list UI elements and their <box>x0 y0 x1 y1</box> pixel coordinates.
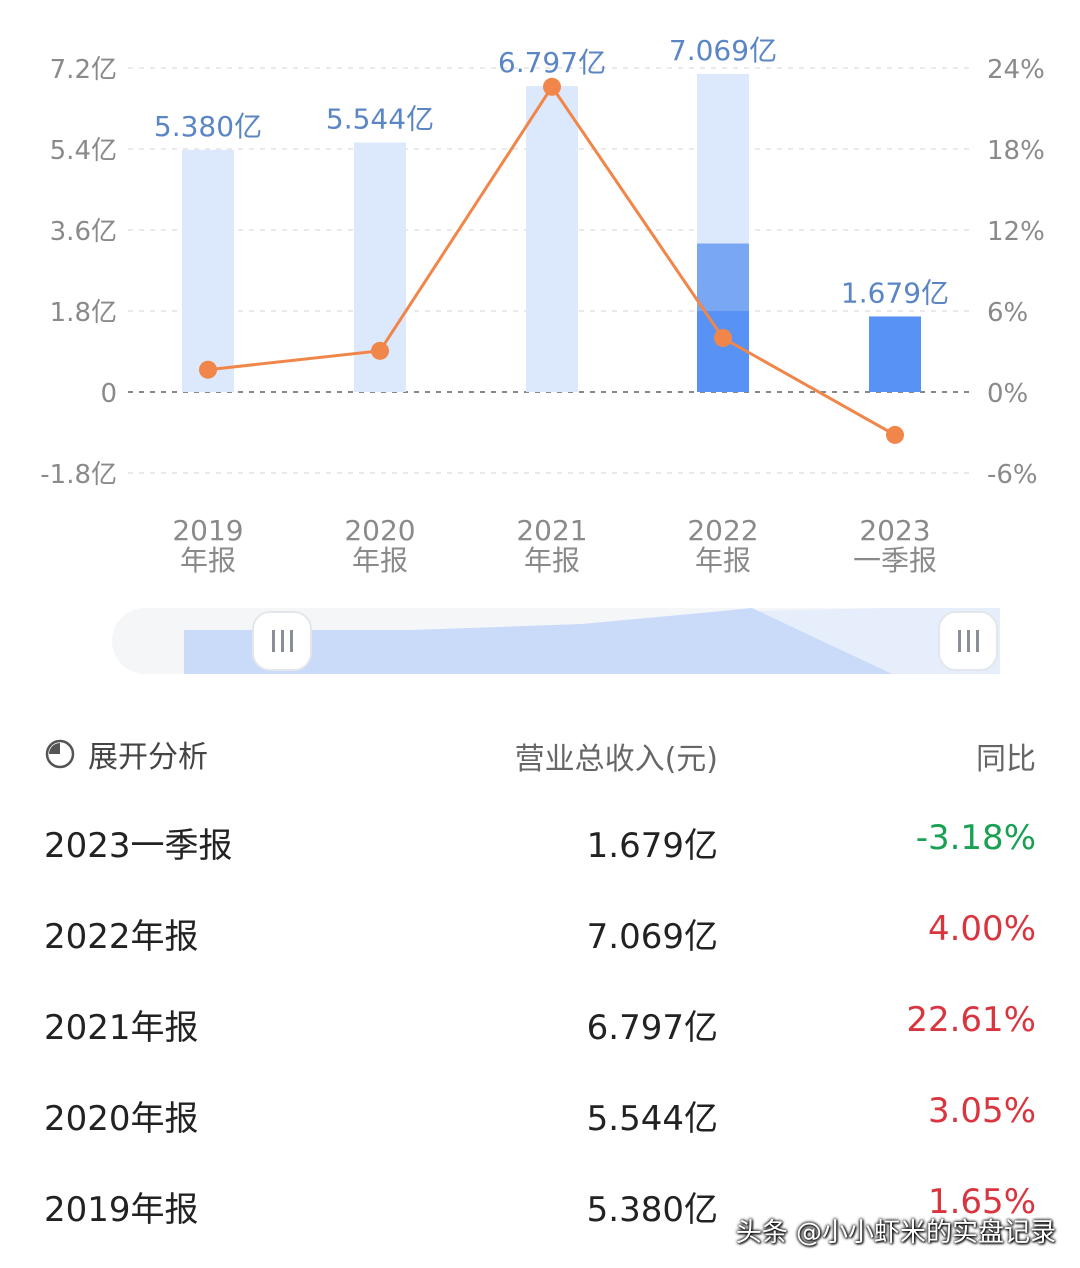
x-axis-tick-year: 2022 <box>687 514 758 547</box>
yoy-point <box>199 360 217 379</box>
right-axis-tick-label: 6% <box>987 298 1028 328</box>
left-axis-tick-label: 7.2亿 <box>50 55 117 85</box>
row-revenue: 5.380亿 <box>586 1190 718 1230</box>
row-yoy: -3.18% <box>915 818 1036 858</box>
bar-data-label: 5.380亿 <box>154 110 262 143</box>
row-revenue: 6.797亿 <box>586 1008 718 1048</box>
pie-chart-icon <box>45 739 75 769</box>
x-axis-tick-year: 2023 <box>859 514 930 547</box>
row-period: 2023一季报 <box>44 826 233 866</box>
left-axis-tick-label: 1.8亿 <box>50 298 117 328</box>
row-period: 2021年报 <box>44 1008 199 1048</box>
row-revenue: 1.679亿 <box>586 826 718 866</box>
x-axis-tick-report: 一季报 <box>853 544 937 577</box>
bar-data-label: 6.797亿 <box>498 46 606 79</box>
left-axis-tick-label: 3.6亿 <box>50 217 117 247</box>
revenue-table: 2023一季报 1.679亿 -3.18% 2022年报 7.069亿 4.00… <box>0 790 1080 1245</box>
right-axis-tick-label: 18% <box>987 136 1045 166</box>
x-axis-tick-report: 年报 <box>524 544 580 577</box>
column-header-revenue: 营业总收入(元) <box>514 742 718 777</box>
x-axis-tick-year: 2021 <box>516 514 587 547</box>
table-row[interactable]: 2023一季报 1.679亿 -3.18% <box>0 790 1080 881</box>
revenue-chart: 7.2亿 5.4亿 3.6亿 1.8亿 0 -1.8亿 24% 18% 12% 6% 0% -6% 5.… <box>0 0 1080 600</box>
column-header-yoy: 同比 <box>976 742 1036 777</box>
x-axis-tick-report: 年报 <box>695 544 751 577</box>
row-yoy: 22.61% <box>906 1000 1036 1040</box>
table-row[interactable]: 2022年报 7.069亿 4.00% <box>0 881 1080 972</box>
right-axis-tick-label: 0% <box>987 379 1028 409</box>
row-yoy: 3.05% <box>927 1091 1036 1131</box>
yoy-point <box>543 77 561 96</box>
slider-handle-left[interactable] <box>252 611 312 671</box>
left-axis-tick-label: -1.8亿 <box>40 460 117 490</box>
bar-data-label: 1.679亿 <box>841 276 949 309</box>
table-row[interactable]: 2021年报 6.797亿 22.61% <box>0 972 1080 1063</box>
bar-data-label: 7.069亿 <box>669 34 777 67</box>
x-axis-tick-report: 年报 <box>180 544 236 577</box>
right-axis-tick-label: -6% <box>987 460 1038 490</box>
row-period: 2020年报 <box>44 1099 199 1139</box>
row-period: 2019年报 <box>44 1190 199 1230</box>
x-axis-tick-report: 年报 <box>352 544 408 577</box>
right-axis-tick-label: 12% <box>987 217 1045 247</box>
yoy-point <box>886 425 904 444</box>
revenue-bar <box>526 86 578 392</box>
table-row[interactable]: 2020年报 5.544亿 3.05% <box>0 1063 1080 1154</box>
x-axis-tick-year: 2020 <box>344 514 415 547</box>
table-header: 展开分析 营业总收入(元) 同比 <box>0 720 1080 780</box>
x-axis-tick-year: 2019 <box>172 514 243 547</box>
row-revenue: 7.069亿 <box>586 917 718 957</box>
slider-preview <box>184 608 1000 674</box>
watermark: 头条 @小小虾米的实盘记录 <box>735 1218 1056 1248</box>
table-row[interactable]: 2019年报 5.380亿 1.65% <box>0 1154 1080 1245</box>
yoy-point <box>714 329 732 347</box>
row-yoy: 4.00% <box>927 909 1036 949</box>
left-axis-tick-label: 5.4亿 <box>50 136 117 166</box>
left-axis-tick-label: 0 <box>100 379 117 409</box>
row-yoy: 1.65% <box>927 1182 1036 1222</box>
range-slider[interactable] <box>112 608 1000 674</box>
revenue-bar-highlight <box>697 311 749 392</box>
row-revenue: 5.544亿 <box>586 1099 718 1139</box>
revenue-bar <box>869 316 921 392</box>
expand-analysis-label: 展开分析 <box>88 740 208 775</box>
row-period: 2022年报 <box>44 917 199 957</box>
right-axis-tick-label: 24% <box>987 55 1045 85</box>
bar-data-label: 5.544亿 <box>326 103 434 136</box>
chart-svg: 7.2亿 5.4亿 3.6亿 1.8亿 0 -1.8亿 24% 18% 12% 6% 0% -6% 5.… <box>40 34 1045 577</box>
yoy-point <box>371 341 389 360</box>
expand-analysis-button[interactable]: 展开分析 <box>44 732 208 776</box>
slider-handle-right[interactable] <box>938 611 998 671</box>
revenue-bar <box>182 149 234 392</box>
